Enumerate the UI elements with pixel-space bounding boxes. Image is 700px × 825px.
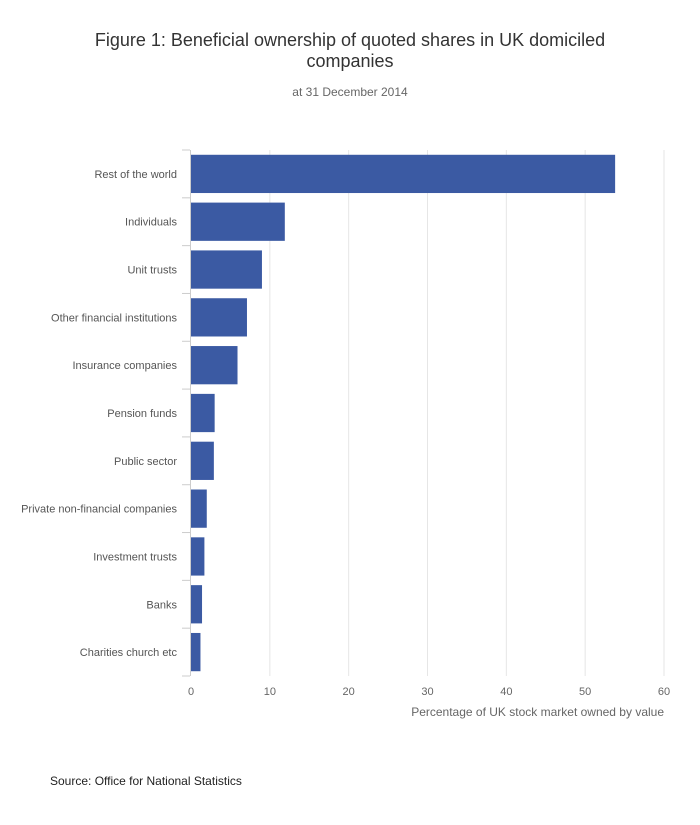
category-label: Private non-financial companies xyxy=(21,504,177,516)
x-tick-labels: 0 10 20 30 40 50 60 xyxy=(188,686,670,698)
category-label: Other financial institutions xyxy=(51,312,177,324)
chart-title-line-2: companies xyxy=(306,51,393,71)
bar xyxy=(191,393,215,433)
category-label: Investment trusts xyxy=(93,551,177,563)
category-label: Pension funds xyxy=(107,408,177,420)
category-label: Rest of the world xyxy=(94,169,177,181)
x-tick-label: 10 xyxy=(264,686,276,698)
x-tick-label: 40 xyxy=(500,686,512,698)
gridlines xyxy=(182,149,665,677)
x-tick-label: 20 xyxy=(343,686,355,698)
chart-subtitle: at 31 December 2014 xyxy=(292,85,408,99)
category-label: Unit trusts xyxy=(127,265,177,277)
bar xyxy=(191,585,203,624)
x-axis-title: Percentage of UK stock market owned by v… xyxy=(411,705,664,719)
bar xyxy=(191,346,238,385)
category-label: Banks xyxy=(146,599,177,611)
x-tick-label: 60 xyxy=(658,686,670,698)
category-label: Public sector xyxy=(114,456,177,468)
bar xyxy=(191,154,616,194)
category-label: Individuals xyxy=(125,217,177,229)
bar xyxy=(191,489,207,528)
source-note: Source: Office for National Statistics xyxy=(50,774,242,788)
bar xyxy=(191,632,201,672)
category-label: Charities church etc xyxy=(80,647,178,659)
x-tick-label: 0 xyxy=(188,686,194,698)
bar xyxy=(191,537,205,576)
bar xyxy=(191,298,247,337)
category-label: Insurance companies xyxy=(72,360,177,372)
bar xyxy=(191,441,214,480)
category-labels: Rest of the world Individuals Unit trusts O… xyxy=(21,169,177,659)
x-tick-label: 30 xyxy=(421,686,433,698)
bar xyxy=(191,250,262,289)
bars xyxy=(191,154,616,672)
bar xyxy=(191,202,285,241)
chart-title-line-1: Figure 1: Beneficial ownership of quoted… xyxy=(95,30,605,50)
x-tick-label: 50 xyxy=(579,686,591,698)
